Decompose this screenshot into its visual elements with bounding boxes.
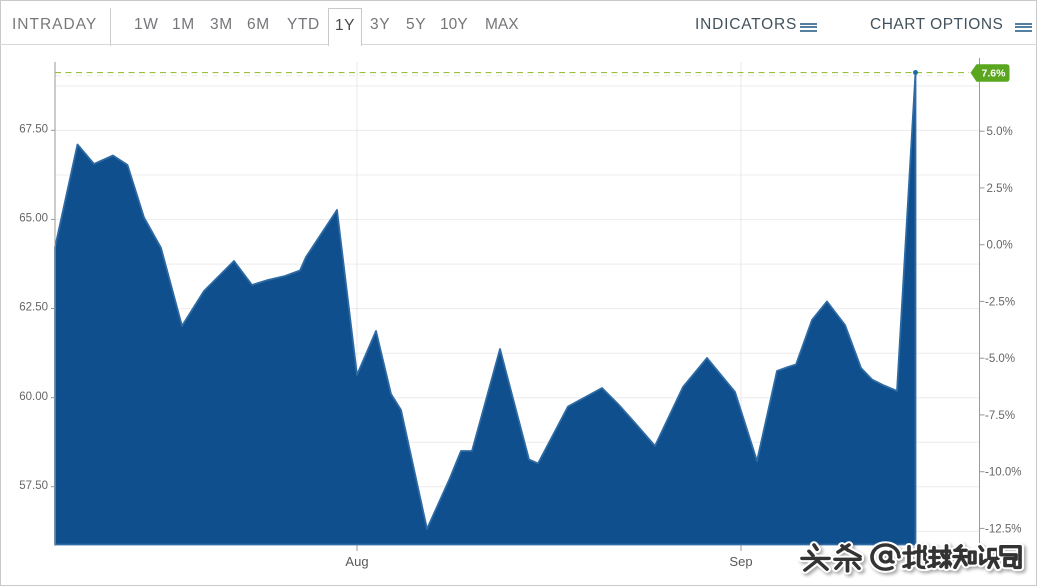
svg-text:-2.5%: -2.5% (985, 296, 1015, 308)
svg-text:60.00: 60.00 (19, 391, 48, 403)
svg-text:5.0%: 5.0% (987, 126, 1013, 138)
svg-text:-12.5%: -12.5% (985, 523, 1021, 535)
svg-text:Sep: Sep (729, 554, 752, 569)
svg-text:-5.0%: -5.0% (985, 353, 1015, 365)
svg-text:2.5%: 2.5% (987, 183, 1013, 195)
svg-text:65.00: 65.00 (19, 213, 48, 225)
svg-text:-10.0%: -10.0% (985, 467, 1021, 479)
svg-text:57.50: 57.50 (19, 480, 48, 492)
svg-text:-7.5%: -7.5% (985, 410, 1015, 422)
svg-text:Aug: Aug (345, 554, 368, 569)
svg-text:0.0%: 0.0% (987, 240, 1013, 252)
svg-text:7.6%: 7.6% (982, 68, 1007, 80)
svg-text:62.50: 62.50 (19, 302, 48, 314)
svg-text:67.50: 67.50 (19, 124, 48, 136)
